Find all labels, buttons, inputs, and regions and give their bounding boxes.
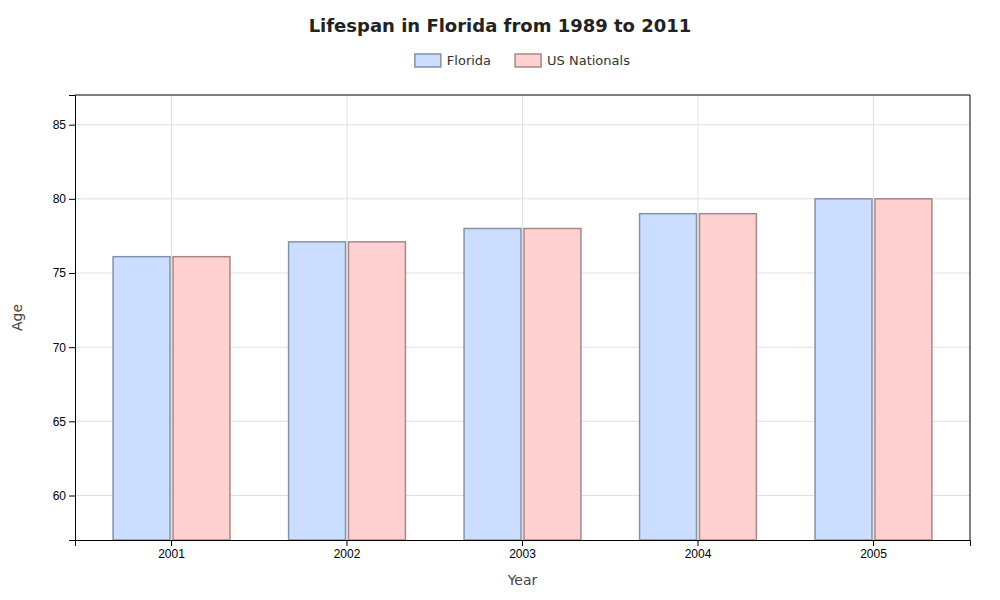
- tick-mark: [873, 540, 874, 546]
- tick-mark: [171, 540, 172, 546]
- tick-mark: [347, 540, 348, 546]
- tick-label: 2002: [334, 547, 361, 561]
- legend-item: US Nationals: [515, 53, 630, 68]
- tick-label: 2003: [509, 547, 536, 561]
- grid: [75, 95, 970, 540]
- y-axis: 60 65 70 75 80 85: [53, 96, 76, 541]
- tick: 75: [53, 266, 75, 280]
- bar: [524, 229, 581, 541]
- bars: [113, 199, 932, 540]
- tick-mark: [69, 347, 75, 348]
- tick: 70: [53, 341, 75, 355]
- grid-line: [873, 95, 874, 540]
- axis-line: [69, 96, 76, 541]
- frame: [970, 95, 971, 540]
- bar: [289, 242, 346, 540]
- legend: Florida US Nationals: [415, 53, 630, 68]
- title: Lifespan in Florida from 1989 to 2011: [309, 15, 692, 36]
- tick-mark: [69, 199, 75, 200]
- tick: 85: [53, 118, 75, 132]
- tick-label: 2005: [860, 547, 887, 561]
- bar: [815, 199, 872, 540]
- bar: [113, 257, 170, 540]
- tick-label: 70: [53, 341, 67, 355]
- x-axis: 2001 2002 2003 2004 2005: [76, 540, 971, 561]
- legend-item: Florida: [415, 53, 491, 68]
- tick-mark: [69, 496, 75, 497]
- grid-line: [522, 95, 523, 540]
- x-axis-title: Year: [507, 572, 538, 588]
- tick-mark: [69, 273, 75, 274]
- tick-label: 85: [53, 118, 67, 132]
- bar: [173, 257, 230, 540]
- grid-line: [697, 95, 698, 540]
- tick: 2002: [334, 540, 361, 561]
- series: [113, 199, 872, 540]
- bar: [699, 214, 756, 540]
- frame: [75, 95, 970, 96]
- tick-label: 80: [53, 192, 67, 206]
- series: [173, 199, 932, 540]
- axis-line: [76, 541, 971, 547]
- grid-line: [347, 95, 348, 540]
- bar: [349, 242, 406, 540]
- chart: Lifespan in Florida from 1989 to 2011 200…: [0, 0, 1000, 600]
- legend-label: US Nationals: [547, 53, 630, 68]
- tick: 60: [53, 489, 75, 503]
- legend-label: Florida: [447, 53, 491, 68]
- tick-label: 2004: [685, 547, 712, 561]
- tick-mark: [697, 540, 698, 546]
- legend-swatch: [415, 54, 441, 67]
- tick: 2004: [685, 540, 712, 561]
- tick-label: 75: [53, 266, 67, 280]
- tick-label: 65: [53, 415, 67, 429]
- tick: 2001: [158, 540, 185, 561]
- tick-mark: [522, 540, 523, 546]
- tick: 2003: [509, 540, 536, 561]
- tick-mark: [69, 125, 75, 126]
- tick: 80: [53, 192, 75, 206]
- tick-label: 60: [53, 489, 67, 503]
- legend-swatch: [515, 54, 541, 67]
- y-axis-title: Age: [9, 304, 25, 331]
- tick: 2005: [860, 540, 887, 561]
- tick-mark: [69, 421, 75, 422]
- bar: [640, 214, 697, 540]
- bar: [875, 199, 932, 540]
- plot: 2001 2002 2003 2004 2005 60 65 70 75 80 85: [53, 95, 971, 561]
- bar: [464, 229, 521, 541]
- tick: 65: [53, 415, 75, 429]
- grid-line: [171, 95, 172, 540]
- tick-label: 2001: [158, 547, 185, 561]
